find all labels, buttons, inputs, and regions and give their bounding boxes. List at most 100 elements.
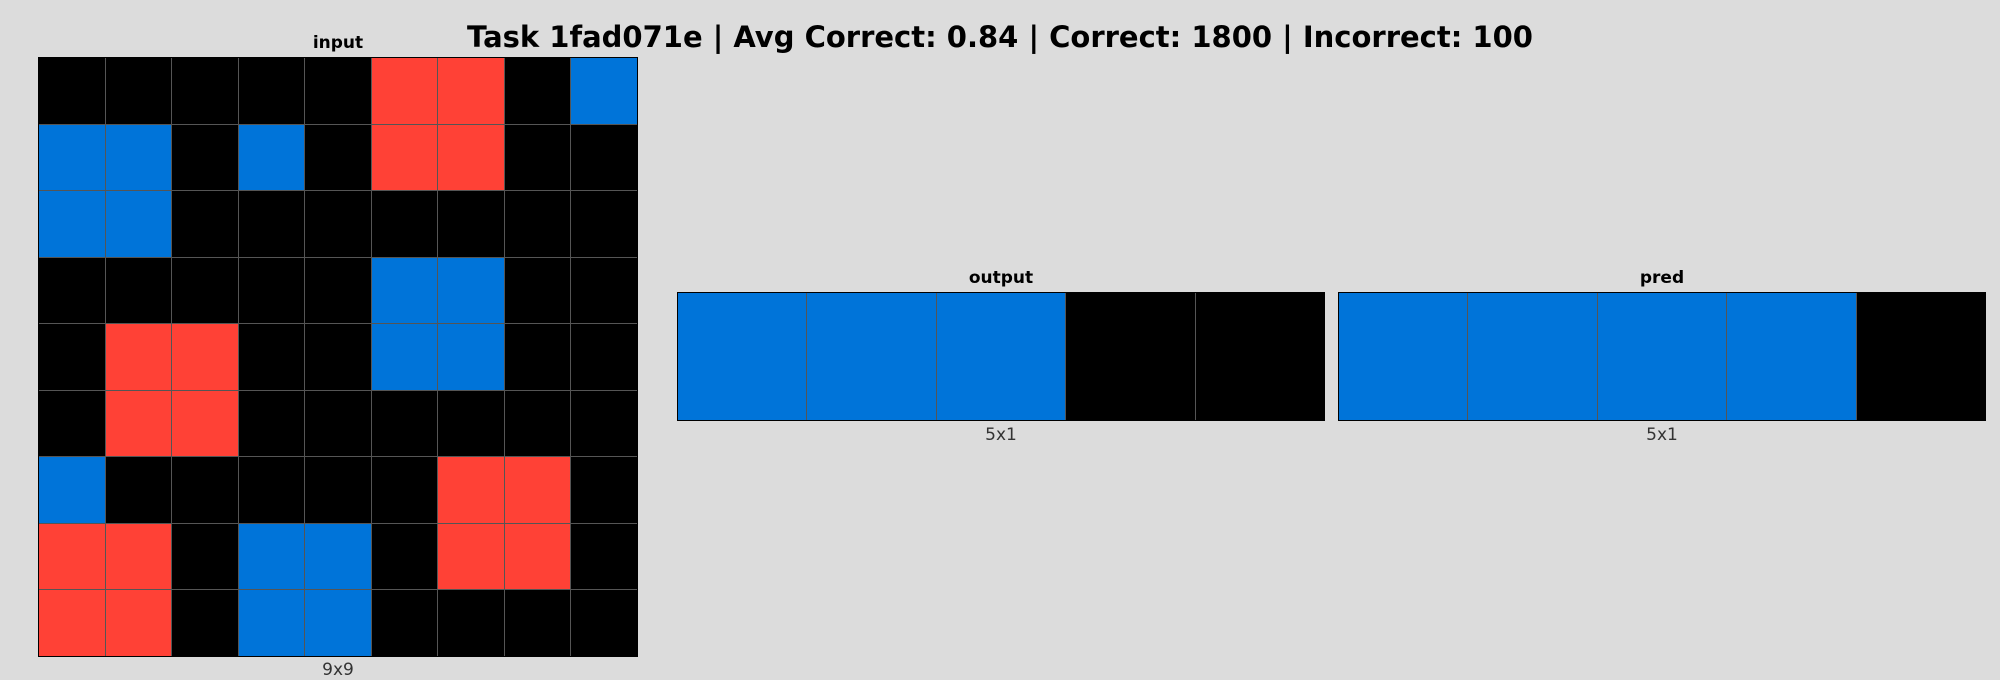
pred-dims-label: 5x1 bbox=[1646, 425, 1678, 445]
input-cell bbox=[39, 124, 105, 191]
input-cell bbox=[238, 124, 305, 191]
input-cell bbox=[371, 324, 438, 390]
input-cell bbox=[305, 58, 371, 124]
input-cell bbox=[172, 58, 238, 124]
input-cell bbox=[39, 457, 105, 523]
input-cell bbox=[105, 257, 172, 324]
input-cell bbox=[238, 590, 305, 656]
input-cell bbox=[172, 523, 238, 590]
input-cell bbox=[238, 257, 305, 324]
input-cell bbox=[238, 457, 305, 523]
input-cell bbox=[371, 58, 438, 124]
output-cell bbox=[1066, 293, 1195, 420]
input-panel-title: input bbox=[312, 33, 364, 53]
input-cell bbox=[305, 191, 371, 257]
input-cell bbox=[438, 457, 504, 523]
input-cell bbox=[371, 257, 438, 324]
input-cell bbox=[238, 191, 305, 257]
input-dims-label: 9x9 bbox=[322, 660, 354, 680]
input-cell bbox=[571, 257, 637, 324]
input-cell bbox=[504, 58, 571, 124]
input-cell bbox=[238, 390, 305, 457]
output-dims-label: 5x1 bbox=[985, 425, 1017, 445]
input-cell bbox=[39, 523, 105, 590]
input-grid bbox=[38, 57, 638, 657]
input-cell bbox=[305, 523, 371, 590]
input-cell bbox=[172, 257, 238, 324]
input-cell bbox=[571, 191, 637, 257]
input-cell bbox=[39, 590, 105, 656]
input-cell bbox=[504, 390, 571, 457]
input-cell bbox=[438, 390, 504, 457]
input-cell bbox=[504, 457, 571, 523]
input-cell bbox=[305, 457, 371, 523]
input-cell bbox=[305, 124, 371, 191]
input-cell bbox=[305, 324, 371, 390]
pred-panel-title: pred bbox=[1639, 268, 1685, 288]
output-cell bbox=[1195, 293, 1324, 420]
input-cell bbox=[39, 191, 105, 257]
input-cell bbox=[105, 590, 172, 656]
input-cell bbox=[172, 590, 238, 656]
input-cell bbox=[305, 257, 371, 324]
input-cell bbox=[105, 191, 172, 257]
pred-grid bbox=[1338, 292, 1986, 421]
output-panel-title: output bbox=[968, 268, 1034, 288]
input-cell bbox=[371, 523, 438, 590]
input-cell bbox=[504, 191, 571, 257]
pred-cell bbox=[1597, 293, 1727, 420]
input-cell bbox=[571, 324, 637, 390]
input-cell bbox=[172, 124, 238, 191]
input-cell bbox=[571, 390, 637, 457]
input-cell bbox=[371, 124, 438, 191]
page-title: Task 1fad071e | Avg Correct: 0.84 | Corr… bbox=[467, 20, 1533, 54]
input-cell bbox=[39, 257, 105, 324]
output-cell bbox=[678, 293, 807, 420]
input-cell bbox=[371, 590, 438, 656]
input-cell bbox=[371, 390, 438, 457]
output-cell bbox=[807, 293, 936, 420]
input-cell bbox=[172, 191, 238, 257]
input-cell bbox=[504, 257, 571, 324]
input-cell bbox=[105, 58, 172, 124]
input-cell bbox=[39, 390, 105, 457]
input-cell bbox=[571, 58, 637, 124]
input-cell bbox=[438, 124, 504, 191]
input-cell bbox=[371, 457, 438, 523]
input-cell bbox=[438, 590, 504, 656]
input-cell bbox=[238, 58, 305, 124]
input-cell bbox=[105, 523, 172, 590]
input-cell bbox=[105, 390, 172, 457]
input-cell bbox=[238, 523, 305, 590]
input-cell bbox=[504, 523, 571, 590]
input-cell bbox=[172, 324, 238, 390]
output-grid bbox=[677, 292, 1325, 421]
output-cell bbox=[936, 293, 1066, 420]
pred-cell bbox=[1727, 293, 1856, 420]
input-cell bbox=[438, 523, 504, 590]
input-cell bbox=[504, 124, 571, 191]
input-cell bbox=[172, 457, 238, 523]
input-cell bbox=[571, 457, 637, 523]
input-cell bbox=[39, 324, 105, 390]
input-cell bbox=[571, 590, 637, 656]
input-cell bbox=[371, 191, 438, 257]
input-cell bbox=[438, 324, 504, 390]
input-cell bbox=[438, 191, 504, 257]
input-cell bbox=[305, 590, 371, 656]
pred-cell bbox=[1468, 293, 1597, 420]
input-cell bbox=[305, 390, 371, 457]
input-cell bbox=[504, 590, 571, 656]
input-cell bbox=[39, 58, 105, 124]
input-cell bbox=[504, 324, 571, 390]
input-cell bbox=[571, 124, 637, 191]
input-cell bbox=[105, 457, 172, 523]
input-cell bbox=[438, 58, 504, 124]
pred-cell bbox=[1339, 293, 1468, 420]
input-cell bbox=[438, 257, 504, 324]
input-cell bbox=[238, 324, 305, 390]
input-cell bbox=[172, 390, 238, 457]
input-cell bbox=[105, 324, 172, 390]
input-cell bbox=[571, 523, 637, 590]
pred-cell bbox=[1856, 293, 1985, 420]
